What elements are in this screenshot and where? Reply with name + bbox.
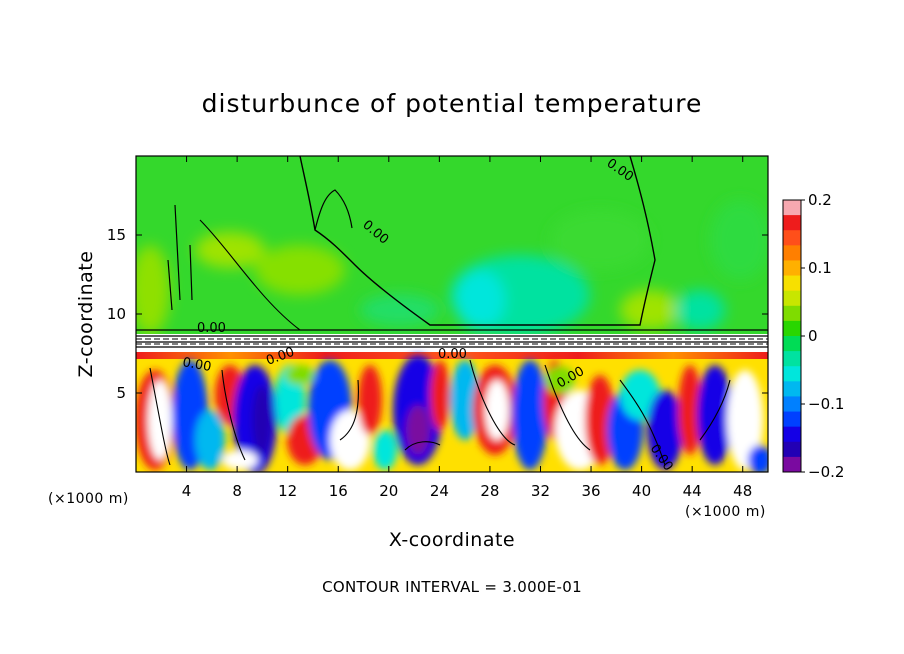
colorbar-swatch xyxy=(783,366,801,382)
contour-lines xyxy=(136,156,768,466)
y-tick-label: 10 xyxy=(107,305,126,323)
x-tick-label: 12 xyxy=(278,482,297,500)
heatmap-field: 0.00 0.00 0.00 0.00 0.00 0.00 0.00 0.00 xyxy=(136,156,768,472)
colorbar-ticks: 0.2 0.1 0 −0.1 −0.2 xyxy=(801,191,844,481)
x-unit-left: (×1000 m) xyxy=(48,491,129,507)
colorbar-swatch xyxy=(783,426,801,443)
contour-label-6: 0.00 xyxy=(438,347,467,362)
colorbar-tick-label: −0.1 xyxy=(808,395,844,413)
x-tick-label: 28 xyxy=(480,482,499,500)
x-tick-label: 48 xyxy=(733,482,752,500)
contour-label-3: 0.00 xyxy=(197,321,226,336)
y-axis: 5 10 15 xyxy=(107,226,768,402)
x-tick-label: 8 xyxy=(232,482,242,500)
x-tick-label: 32 xyxy=(531,482,550,500)
colorbar-swatch xyxy=(783,411,801,428)
colorbar-swatch xyxy=(783,456,801,473)
x-tick-label: 44 xyxy=(683,482,702,500)
colorbar-tick-label: 0 xyxy=(808,327,818,345)
contour-interval-text: CONTOUR INTERVAL = 3.000E-01 xyxy=(322,578,582,596)
colorbar-swatch xyxy=(783,230,801,246)
colorbar-tick-label: 0.1 xyxy=(808,259,832,277)
chart-title: disturbunce of potential temperature xyxy=(202,89,703,118)
colorbar-swatch xyxy=(783,305,801,322)
colorbar-swatch xyxy=(783,200,801,216)
colorbar-swatch xyxy=(783,215,801,231)
y-tick-label: 15 xyxy=(107,226,126,244)
x-tick-label: 40 xyxy=(632,482,651,500)
colorbar-swatch xyxy=(783,245,801,261)
colorbar-swatch xyxy=(783,336,801,352)
y-axis-label: Z-coordinate xyxy=(75,251,97,378)
y-tick-label: 5 xyxy=(116,384,126,402)
colorbar-tick-label: 0.2 xyxy=(808,191,832,209)
colorbar-swatch xyxy=(783,275,801,292)
x-tick-label: 36 xyxy=(581,482,600,500)
colorbar-swatch xyxy=(783,351,801,367)
x-tick-label: 20 xyxy=(379,482,398,500)
contour-label-4: 0.00 xyxy=(181,355,212,375)
x-tick-label: 16 xyxy=(329,482,348,500)
colorbar-tick-label: −0.2 xyxy=(808,463,844,481)
colorbar-swatch xyxy=(783,320,801,337)
colorbar xyxy=(782,199,802,473)
x-axis: 4 8 12 16 20 24 28 32 36 40 44 48 xyxy=(182,156,752,500)
colorbar-swatch xyxy=(783,381,801,397)
x-tick-label: 24 xyxy=(430,482,449,500)
x-axis-label: X-coordinate xyxy=(389,529,515,551)
colorbar-swatch xyxy=(783,260,801,277)
colorbar-swatch xyxy=(783,396,801,413)
colorbar-swatch xyxy=(783,290,801,307)
x-tick-label: 4 xyxy=(182,482,192,500)
x-unit-right: (×1000 m) xyxy=(685,504,766,520)
colorbar-swatch xyxy=(783,441,801,458)
